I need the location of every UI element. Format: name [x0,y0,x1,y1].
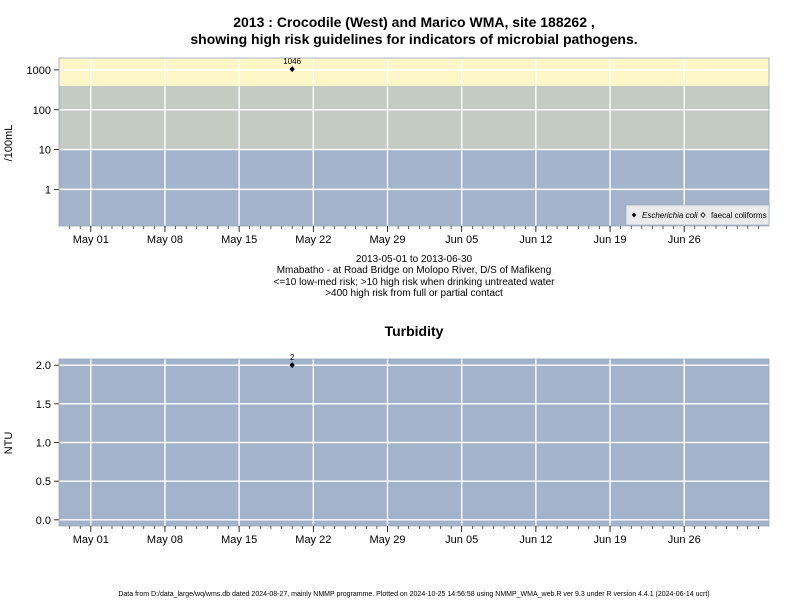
caption-low-risk: <=10 low-med risk; >10 high risk when dr… [274,277,556,288]
top-x-tick-label: May 01 [73,234,109,246]
turbidity-plot-panel: 0.0 0.5 1.0 1.5 2.0 May 01 May 08 May 15 May 22 M… [36,353,770,546]
caption-contact-risk: >400 high risk from full or partial cont… [325,288,503,299]
turbidity-point-label: 2 [290,353,295,362]
top-x-tick-label: Jun 12 [519,234,552,246]
legend-ecoli-label: Escherichia coli [642,211,698,220]
ecoli-point [289,66,295,73]
top-y-tick-label: 1000 [27,65,51,77]
bottom-x-tick-label: May 15 [221,534,257,546]
band-high-risk-drinking [59,85,769,150]
top-y-tick-label: 10 [39,145,51,157]
legend-faecal-marker [700,211,706,219]
ecoli-plot-panel: 1 10 100 1000 May 01 May 08 May 15 May 22 May 29… [27,57,770,246]
ecoli-point-label: 1046 [283,57,301,66]
bottom-x-tick-label: Jun 26 [668,534,701,546]
top-x-tick-label: Jun 05 [445,234,478,246]
top-y-tick-label: 1 [45,184,51,196]
band-high-risk-contact [59,58,769,86]
bottom-y-tick-label: 1.0 [36,438,51,450]
bottom-x-tick-label: Jun 12 [519,534,552,546]
top-chart-title-line1: 2013 : Crocodile (West) and Marico WMA, … [233,14,595,30]
top-y-axis-label: /100mL [3,125,15,162]
bottom-x-tick-label: May 22 [295,534,331,546]
bottom-x-tick-label: May 08 [147,534,183,546]
footer-note: Data from D:/data_large/wq/wms.db dated … [118,591,709,598]
bottom-chart-title: Turbidity [385,323,444,339]
bottom-y-tick-label: 0.0 [36,515,51,527]
top-x-tick-label: Jun 26 [668,234,701,246]
top-chart-title-line2: showing high risk guidelines for indicat… [190,31,637,47]
caption-date-range: 2013-05-01 to 2013-06-30 [356,254,473,265]
bottom-x-tick-label: May 29 [369,534,405,546]
top-x-tick-label: May 29 [369,234,405,246]
bottom-y-tick-label: 0.5 [36,476,51,488]
top-x-tick-label: May 22 [295,234,331,246]
turbidity-point [289,362,295,369]
bottom-x-tick-label: Jun 05 [445,534,478,546]
bottom-x-tick-label: May 01 [73,534,109,546]
bottom-x-tick-label: Jun 19 [594,534,627,546]
bottom-panel-frame [58,358,770,527]
legend-faecal-label: faecal coliforms [711,211,767,220]
bottom-y-tick-label: 2.0 [36,360,51,372]
legend-box [625,204,770,226]
legend-ecoli-marker [631,212,637,218]
top-x-tick-label: May 08 [147,234,183,246]
top-y-tick-label: 100 [33,105,51,117]
legend: Escherichia coli faecal coliforms [625,204,770,226]
top-panel-frame [58,57,770,227]
bottom-y-axis-label: NTU [3,432,15,455]
bottom-y-tick-label: 1.5 [36,399,51,411]
top-x-tick-label: Jun 19 [594,234,627,246]
caption-site: Mmabatho - at Road Bridge on Molopo Rive… [277,265,552,276]
top-x-tick-label: May 15 [221,234,257,246]
